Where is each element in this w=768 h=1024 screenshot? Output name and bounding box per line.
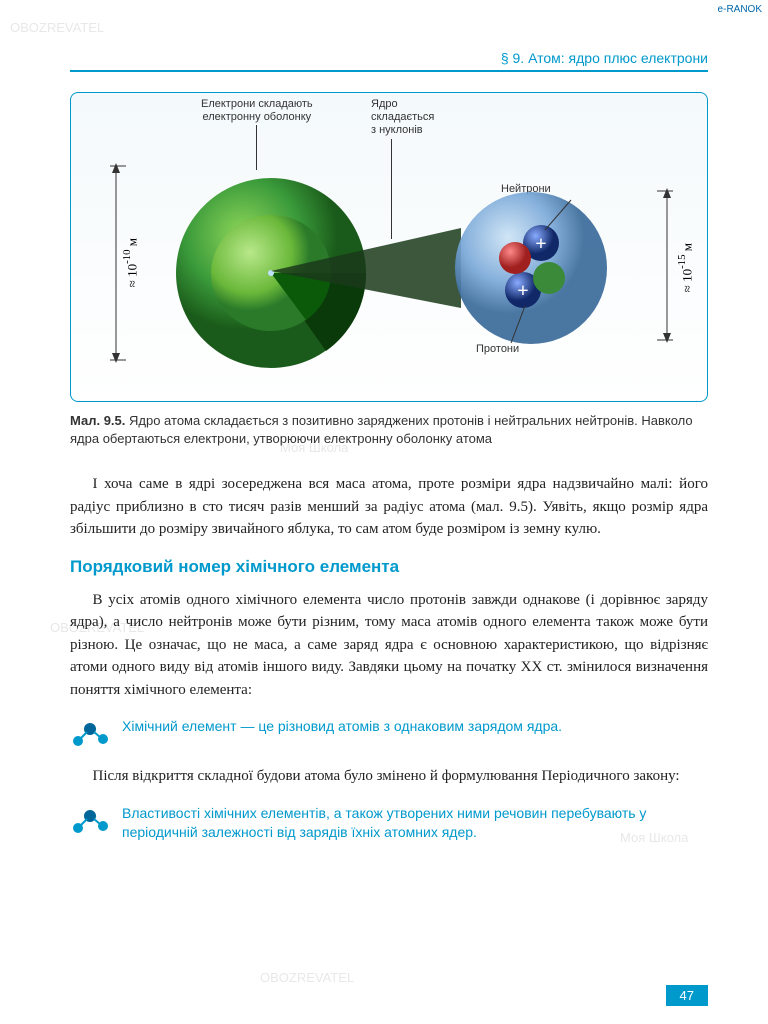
molecule-icon: [70, 719, 110, 749]
figure-caption: Мал. 9.5. Ядро атома складається з позит…: [70, 412, 708, 448]
nucleus-composition-label: Ядроскладаєтьсяз нуклонів: [371, 98, 434, 138]
callout-text: Хімічний елемент — це різновид атомів з …: [122, 717, 562, 737]
dimension-arrow-icon: [657, 188, 677, 343]
nucleus-size-value: ≈ 10-15 м: [676, 243, 695, 292]
nucleus-sphere-graphic: + +: [451, 188, 611, 353]
svg-text:+: +: [535, 233, 546, 255]
atom-diagram: Електрони складаютьелектронну оболонку Я…: [70, 92, 708, 402]
definition-callout: Хімічний елемент — це різновид атомів з …: [70, 717, 708, 749]
electron-shell-label: Електрони складаютьелектронну оболонку: [201, 98, 313, 124]
svg-text:+: +: [517, 280, 528, 302]
caption-text: Ядро атома складається з позитивно заряд…: [70, 413, 693, 446]
body-paragraph: І хоча саме в ядрі зосереджена вся маса …: [70, 473, 708, 541]
nucleus-dimension: [657, 188, 677, 343]
molecule-icon: [70, 806, 110, 836]
section-heading: Порядковий номер хімічного елемента: [70, 557, 708, 577]
caption-label: Мал. 9.5.: [70, 413, 125, 428]
page-number: 47: [666, 985, 708, 1006]
pointer-line: [256, 125, 257, 170]
watermark: OBOZREVATEL: [260, 970, 354, 985]
definition-callout: Властивості хімічних елементів, а також …: [70, 804, 708, 843]
body-paragraph: Після відкриття складної будови атома бу…: [70, 765, 708, 788]
atom-size-value: ≈ 10-10 м: [121, 238, 140, 287]
body-paragraph: В усіх атомів одного хімічного елемента …: [70, 589, 708, 702]
callout-text: Властивості хімічних елементів, а також …: [122, 804, 708, 843]
zoom-cone: [266, 223, 466, 323]
section-header: § 9. Атом: ядро плюс електрони: [70, 50, 708, 72]
